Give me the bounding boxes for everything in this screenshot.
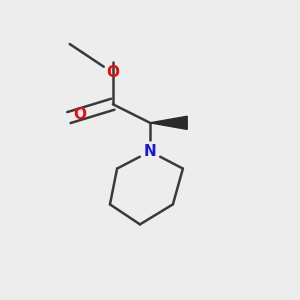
- Text: O: O: [106, 65, 119, 80]
- Text: O: O: [74, 107, 86, 122]
- Text: N: N: [144, 144, 156, 159]
- Polygon shape: [150, 116, 187, 129]
